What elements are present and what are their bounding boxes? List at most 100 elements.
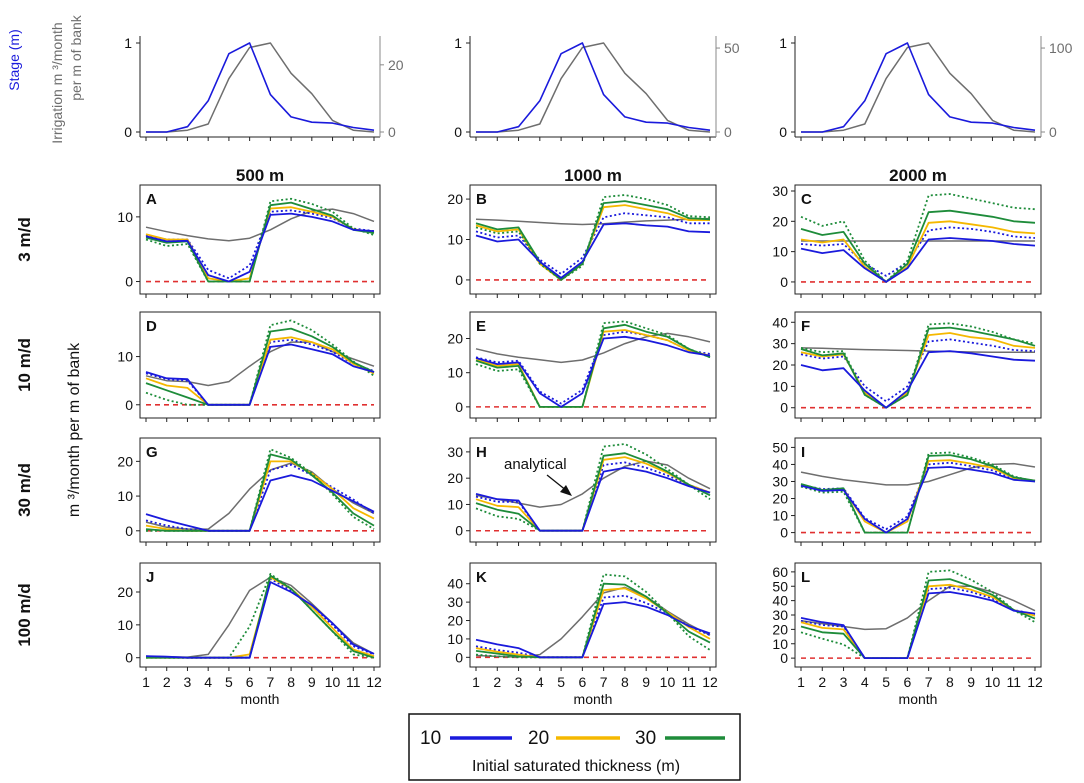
y-tick-label: 10 bbox=[772, 508, 788, 524]
y-tick-label: 30 bbox=[772, 336, 788, 352]
t10-line bbox=[800, 350, 1036, 409]
top-right-tick-label: 0 bbox=[388, 124, 396, 140]
t30-line bbox=[145, 453, 375, 532]
analytical-line bbox=[475, 460, 711, 508]
y-tick-label: 0 bbox=[780, 650, 788, 666]
x-tick-label: 1 bbox=[797, 674, 805, 690]
t30-line bbox=[475, 200, 711, 281]
panel-letter: F bbox=[801, 318, 810, 335]
irrigation-line bbox=[801, 42, 1036, 133]
x-axis-label: month bbox=[574, 691, 613, 707]
x-tick-label: 11 bbox=[1006, 674, 1021, 690]
y-tick-label: 20 bbox=[772, 357, 788, 373]
t30-dotted-line bbox=[800, 322, 1036, 409]
panel-frame bbox=[139, 184, 381, 295]
panel-letter: E bbox=[476, 318, 486, 335]
x-tick-label: 7 bbox=[925, 674, 933, 690]
y-tick-label: 10 bbox=[772, 244, 788, 260]
analytical-line bbox=[145, 208, 375, 242]
column-title: 1000 m bbox=[564, 166, 622, 185]
stage-axis-label: Stage (m) bbox=[6, 29, 22, 90]
row-title: 10 m/d bbox=[15, 338, 34, 392]
y-tick-label: 20 bbox=[772, 621, 788, 637]
y-tick-label: 0 bbox=[455, 649, 463, 665]
panel-letter: A bbox=[146, 191, 157, 208]
y-tick-label: 30 bbox=[772, 183, 788, 199]
x-axis-label: month bbox=[899, 691, 938, 707]
x-tick-label: 6 bbox=[246, 674, 254, 690]
x-tick-label: 10 bbox=[660, 674, 676, 690]
top-left-tick-label: 1 bbox=[124, 35, 132, 51]
y-tick-label: 10 bbox=[447, 496, 463, 512]
y-tick-label: 10 bbox=[447, 631, 463, 647]
panel-frame bbox=[469, 184, 717, 295]
y-tick-label: 20 bbox=[772, 213, 788, 229]
panel-letter: K bbox=[476, 569, 487, 586]
x-tick-label: 8 bbox=[287, 674, 295, 690]
x-tick-label: 6 bbox=[903, 674, 911, 690]
top-right-tick-label: 0 bbox=[724, 124, 732, 140]
panel-frame bbox=[794, 184, 1042, 295]
x-tick-label: 4 bbox=[204, 674, 212, 690]
stage-line bbox=[146, 42, 375, 133]
panel-frame bbox=[469, 311, 717, 419]
panel-frame bbox=[469, 562, 717, 668]
y-tick-label: 0 bbox=[780, 400, 788, 416]
panel-frame bbox=[469, 437, 717, 543]
x-tick-label: 9 bbox=[308, 674, 316, 690]
y-tick-label: 0 bbox=[455, 399, 463, 415]
x-tick-label: 4 bbox=[861, 674, 869, 690]
y-tick-label: 10 bbox=[772, 378, 788, 394]
x-tick-label: 4 bbox=[536, 674, 544, 690]
x-tick-label: 3 bbox=[840, 674, 848, 690]
panel-frame bbox=[794, 437, 1042, 543]
column-title: 500 m bbox=[236, 166, 284, 185]
panel-letter: C bbox=[801, 191, 812, 208]
t20-line bbox=[145, 460, 375, 532]
irrigation-axis-label-2: per m of bank bbox=[68, 14, 84, 101]
legend-label: 20 bbox=[528, 728, 549, 749]
t10-line bbox=[145, 343, 375, 406]
top-left-tick-label: 0 bbox=[779, 124, 787, 140]
t30-dotted-line bbox=[800, 569, 1036, 659]
analytical-line bbox=[800, 347, 1035, 353]
t30-dotted-line bbox=[475, 194, 711, 281]
top-right-tick-label: 100 bbox=[1049, 40, 1073, 56]
t10-dotted-line bbox=[800, 338, 1036, 403]
t20-line bbox=[800, 220, 1036, 283]
y-tick-label: 20 bbox=[447, 470, 463, 486]
t30-line bbox=[800, 326, 1036, 409]
t10-line bbox=[475, 466, 711, 532]
top-left-tick-label: 1 bbox=[779, 35, 787, 51]
y-tick-label: 50 bbox=[772, 439, 788, 455]
x-tick-label: 3 bbox=[515, 674, 523, 690]
y-tick-label: 30 bbox=[447, 594, 463, 610]
panel-frame bbox=[139, 311, 381, 419]
t30-line bbox=[475, 452, 711, 532]
panel-frame bbox=[139, 437, 381, 543]
x-tick-label: 12 bbox=[366, 674, 382, 690]
y-tick-label: 60 bbox=[772, 564, 788, 580]
y-tick-label: 20 bbox=[772, 491, 788, 507]
x-tick-label: 6 bbox=[578, 674, 586, 690]
analytical-line bbox=[475, 217, 711, 226]
top-left-tick-label: 1 bbox=[454, 35, 462, 51]
x-tick-label: 11 bbox=[346, 674, 361, 690]
x-tick-label: 7 bbox=[600, 674, 608, 690]
x-tick-label: 2 bbox=[163, 674, 171, 690]
x-tick-label: 8 bbox=[621, 674, 629, 690]
y-tick-label: 50 bbox=[772, 578, 788, 594]
t10-line bbox=[145, 474, 375, 532]
legend-title: Initial saturated thickness (m) bbox=[472, 758, 680, 775]
y-tick-label: 40 bbox=[772, 456, 788, 472]
x-tick-label: 5 bbox=[882, 674, 890, 690]
analytical-line bbox=[475, 586, 711, 658]
y-tick-label: 40 bbox=[772, 314, 788, 330]
panel-letter: J bbox=[146, 569, 154, 586]
t10-line bbox=[475, 601, 711, 659]
analytical-line bbox=[800, 462, 1036, 486]
t10-line bbox=[800, 466, 1036, 534]
t20-line bbox=[145, 336, 375, 406]
t10-dotted-line bbox=[145, 463, 375, 532]
analytical-line bbox=[475, 332, 711, 364]
